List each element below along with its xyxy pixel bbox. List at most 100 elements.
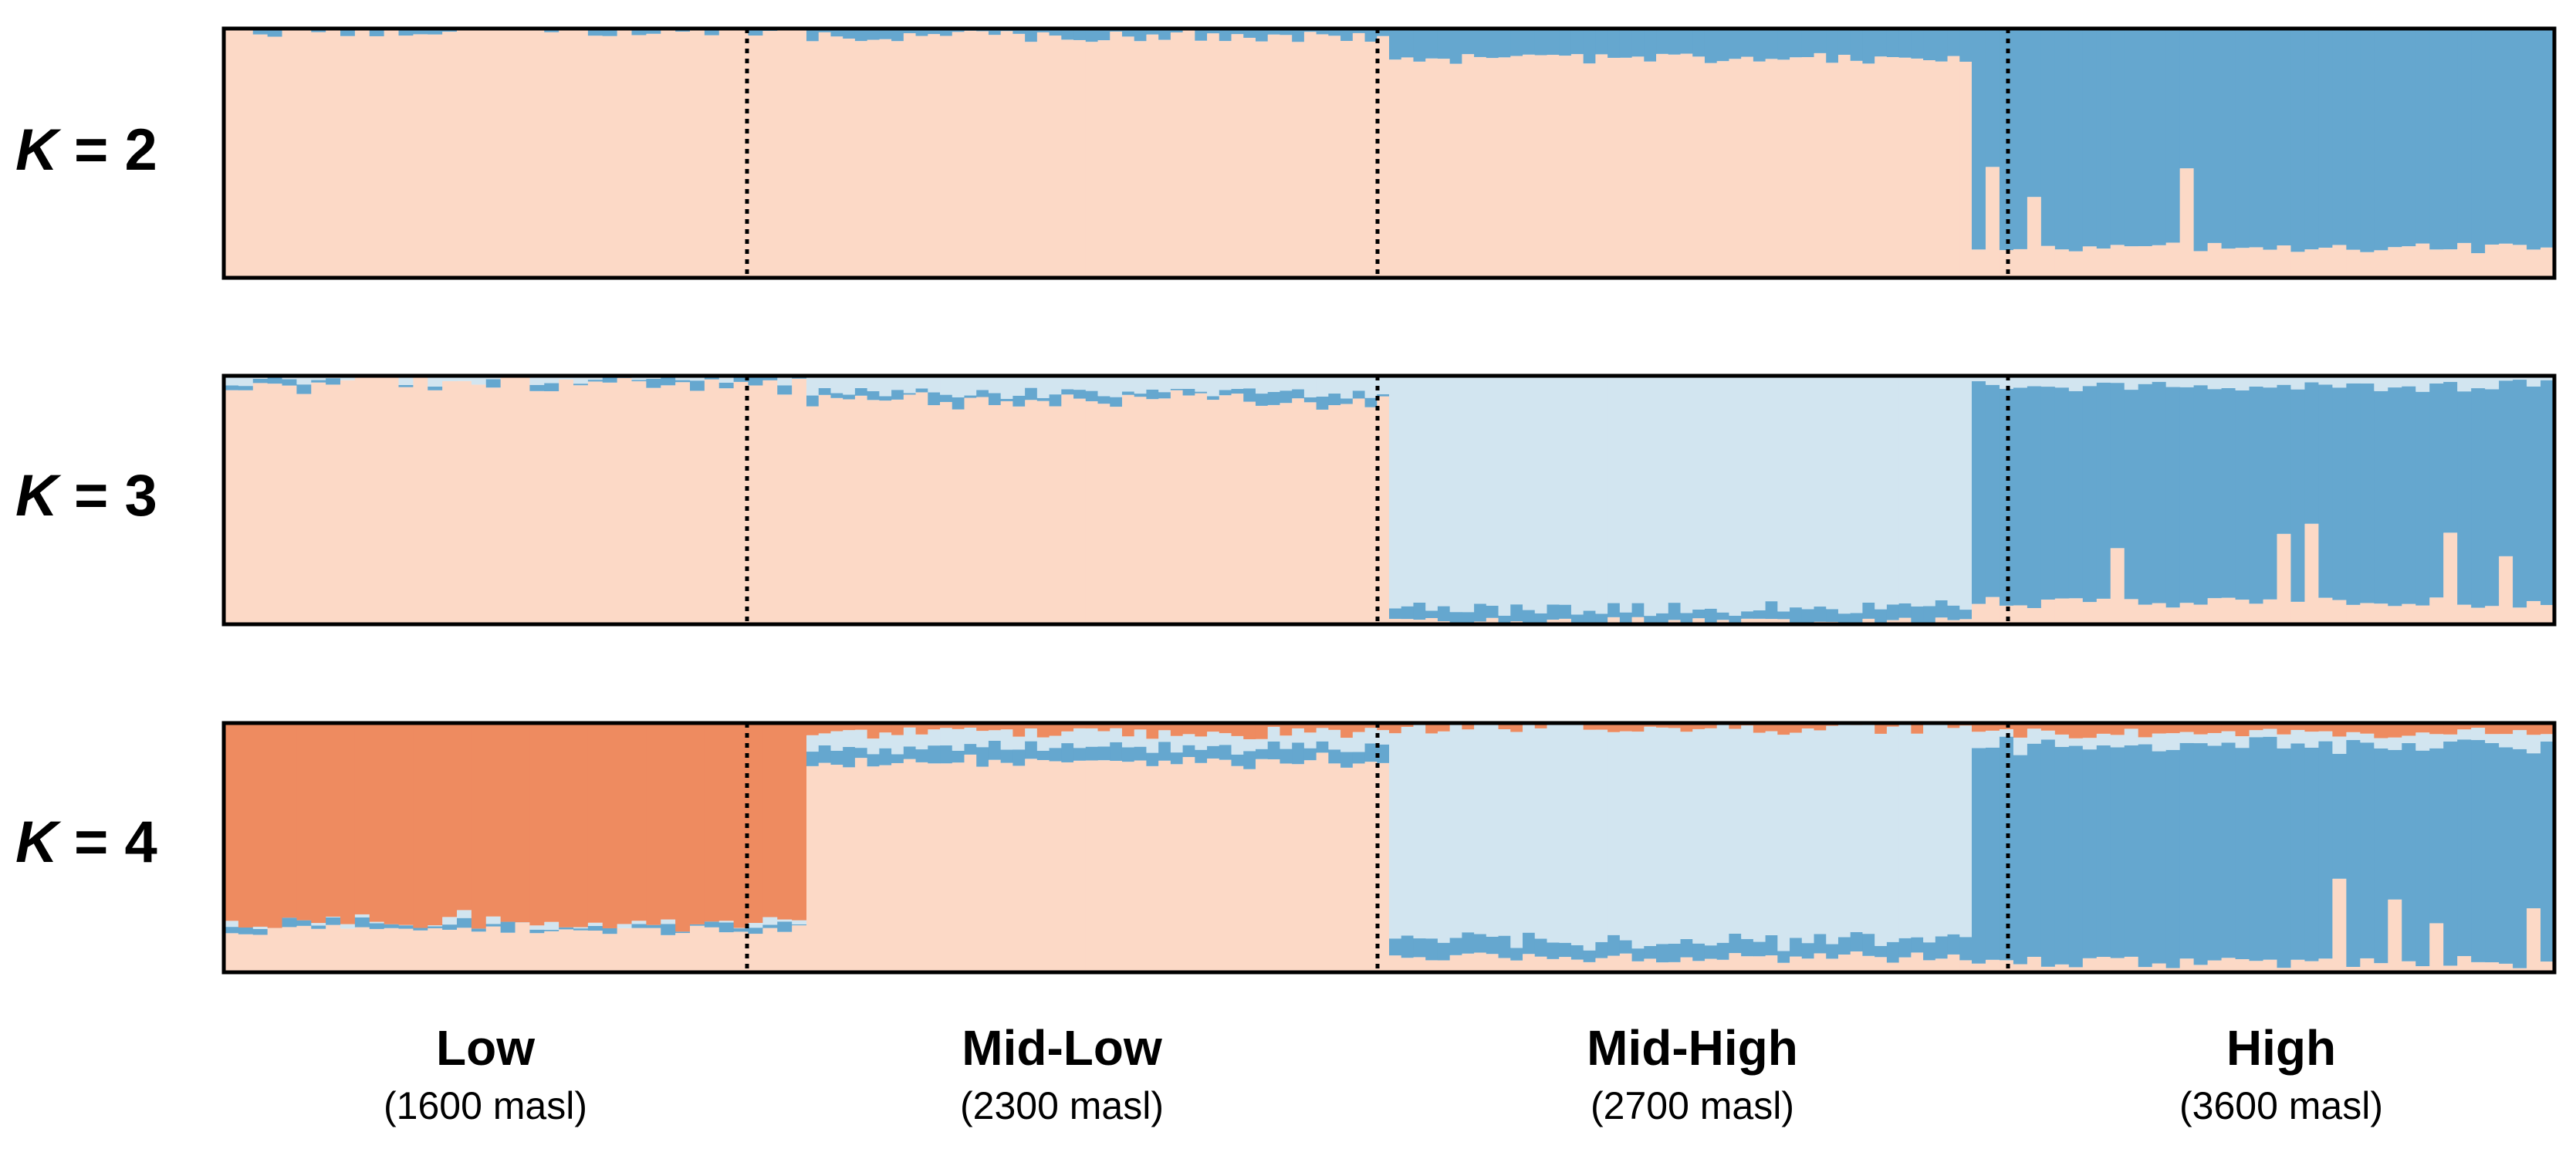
ancestry-bar-segment [1656,613,1669,625]
ancestry-bar-segment [515,723,530,923]
ancestry-bar-segment [1947,954,1960,972]
ancestry-bar-segment [311,723,326,924]
ancestry-bar-segment [1110,728,1123,742]
ancestry-bar-segment [1097,40,1111,278]
ancestry-bar-segment [1231,376,1244,389]
ancestry-bar-segment [1875,376,1888,610]
ancestry-bar-segment [2013,723,2028,738]
ancestry-bar-segment [384,377,400,625]
ancestry-bar-segment [2068,251,2084,278]
ancestry-bar-segment [1692,943,1706,961]
ancestry-bar-segment [718,388,735,625]
ancestry-bar-segment [326,378,341,385]
ancestry-bar-segment [830,731,843,751]
ancestry-bar-segment [2207,723,2223,733]
ancestry-bar-segment [1158,742,1171,761]
panel-label-k2: K = 2 [15,117,157,183]
ancestry-bar-segment [1328,729,1341,750]
ancestry-bar-segment [1729,59,1742,278]
ancestry-bar-segment [1280,763,1293,972]
ancestry-bar-segment [1559,56,1572,278]
ancestry-bar-segment [1085,390,1099,401]
ancestry-bar-segment [1547,942,1560,959]
ancestry-bar-segment [2318,958,2333,972]
ancestry-bar-segment [2499,29,2513,244]
ancestry-bar-segment [718,382,735,389]
ancestry-bar-segment [1547,376,1560,605]
ancestry-bar-segment [1121,36,1135,278]
ancestry-bar-segment [1389,608,1402,619]
ancestry-bar-segment [1158,723,1171,731]
ancestry-bar-segment [1947,376,1960,606]
ancestry-bar-segment [354,914,370,918]
ancestry-bar-segment [2388,749,2402,900]
ancestry-bar-segment [1923,60,1936,278]
ancestry-bar-segment [428,926,443,928]
ancestry-bar-segment [1389,376,1402,609]
ancestry-bar-segment [2471,376,2486,389]
ancestry-bar-segment [1219,376,1232,390]
ancestry-bar-segment [1401,619,1415,625]
population-name-high: High [2226,1020,2336,1076]
ancestry-bar-segment [1267,34,1281,279]
ancestry-bar-segment [282,385,297,625]
ancestry-bar-segment [1765,723,1778,732]
ancestry-bar-segment [282,29,297,278]
ancestry-bar-segment [830,765,843,972]
ancestry-bar-segment [1985,167,2000,278]
ancestry-bar-segment [867,29,880,40]
ancestry-bar-segment [1547,619,1560,625]
ancestry-bar-segment [1510,376,1523,605]
ancestry-bar-segment [1340,767,1354,972]
ancestry-bar-segment [1012,395,1026,407]
ancestry-bar-segment [1777,611,1790,620]
ancestry-bar-segment [1656,53,1669,278]
ancestry-bar-segment [471,384,487,625]
ancestry-bar-segment [311,32,326,278]
population-name-mid-low: Mid-Low [962,1020,1162,1076]
ancestry-bar-segment [1449,938,1462,955]
ancestry-bar-segment [1985,384,2000,597]
ancestry-bar-segment [2138,744,2153,968]
ancestry-bar-segment [2054,376,2070,388]
ancestry-bar-segment [952,762,965,972]
ancestry-bar-segment [1607,603,1621,617]
ancestry-bar-segment [1753,723,1766,733]
ancestry-bar-segment [1085,29,1099,42]
ancestry-bar-segment [1049,406,1062,625]
ancestry-bar-segment [1413,376,1426,603]
ancestry-bar-segment [1523,954,1536,972]
ancestry-bar-segment [384,924,400,928]
ancestry-bar-segment [1583,729,1596,951]
ancestry-bar-segment [2429,597,2444,625]
ancestry-bar-segment [2263,736,2278,960]
ancestry-bar-segment [2013,605,2028,625]
ancestry-bar-segment [854,758,868,972]
ancestry-bar-segment [1875,945,1888,958]
ancestry-bar-segment [1207,29,1220,34]
ancestry-bar-segment [1352,376,1366,391]
ancestry-bar-segment [485,916,502,924]
ancestry-bar-segment [2249,29,2264,248]
ancestry-bar-segment [1085,400,1099,625]
ancestry-bar-segment [854,376,868,388]
ancestry-bar-segment [1947,728,1960,934]
ancestry-bar-segment [2360,376,2375,384]
ancestry-bar-segment [1012,765,1026,972]
ancestry-bar-segment [1073,39,1087,278]
ancestry-bar-segment [2054,723,2070,735]
ancestry-bar-segment [2402,29,2416,247]
ancestry-bar-segment [903,759,917,972]
ancestry-bar-segment [2346,967,2361,972]
ancestry-bar-segment [2290,389,2306,602]
ancestry-bar-segment [2402,386,2416,604]
ancestry-bar-segment [398,384,414,387]
ancestry-bar-segment [1850,613,1864,625]
ancestry-bar-segment [1999,250,2014,278]
ancestry-bar-segment [1267,741,1281,759]
ancestry-bar-segment [1134,394,1148,397]
ancestry-bar-segment [2096,29,2111,249]
ancestry-bar-segment [1972,29,1986,250]
ancestry-bar-segment [2179,387,2195,603]
ancestry-bar-segment [1328,723,1341,730]
